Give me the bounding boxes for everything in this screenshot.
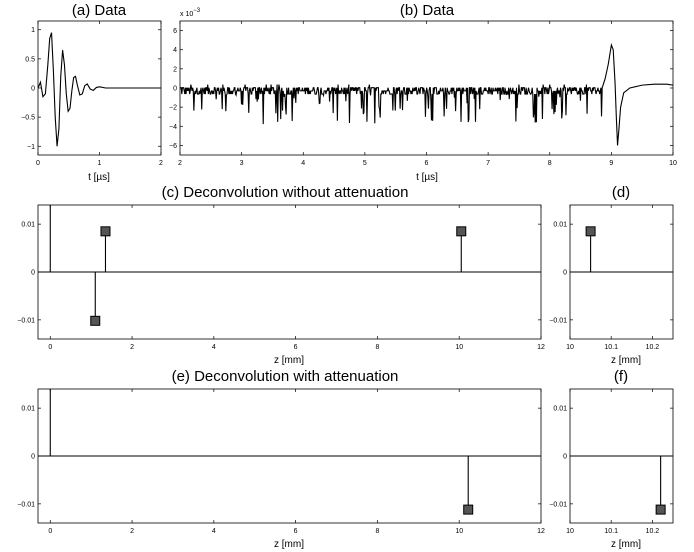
ytick-label-a: 0.5 [25, 56, 35, 63]
ytick-label-b: 6 [173, 28, 177, 35]
xlabel-c: z [mm] [274, 355, 304, 366]
panel-d: (d) 10 10.1 10.2 −0.01 0 0.01 z [mm] [549, 184, 674, 366]
ytick-label-a: 1 [31, 27, 35, 34]
xtick-label-b: 5 [363, 160, 367, 167]
ytick-label-f: 0 [563, 454, 567, 461]
ytick-label-f: 0.01 [553, 406, 567, 413]
ytick-label-a: −0.5 [21, 115, 35, 122]
ticks-a: 0 1 2 −1 −0.5 0 0.5 1 [21, 21, 163, 167]
xtick-label-e: 8 [375, 528, 379, 535]
xtick-label-b: 4 [301, 160, 305, 167]
stem-marker-c-1 [90, 315, 101, 326]
xtick-label-f: 10.1 [604, 528, 618, 535]
xtick-label-e: 6 [294, 528, 298, 535]
data-a [38, 32, 161, 147]
ytick-label-c: 0.01 [21, 222, 35, 229]
ytick-label-b: −6 [169, 143, 177, 150]
ytick-label-b: −4 [169, 124, 177, 131]
xlabel-e: z [mm] [274, 539, 304, 550]
data-f [570, 455, 673, 515]
xtick-label-b: 10 [669, 160, 677, 167]
data-e [38, 389, 541, 515]
panel-f: (f) 10 10.1 10.2 −0.01 0 0.01 z [mm] [549, 368, 674, 550]
xlabel-b: t [µs] [416, 172, 438, 183]
xtick-label-c: 6 [294, 344, 298, 351]
panel-c: (c) Deconvolution without attenuation 0 2… [17, 184, 545, 366]
data-d [570, 226, 673, 273]
title-a: (a) Data [72, 2, 127, 19]
ytick-label-b: 4 [173, 47, 177, 54]
xtick-label-e: 0 [48, 528, 52, 535]
xtick-label-f: 10.2 [646, 528, 660, 535]
xtick-label-b: 3 [240, 160, 244, 167]
ytick-label-e: −0.01 [17, 501, 35, 508]
stem-marker-d-0 [585, 226, 596, 237]
xtick-label-d: 10.1 [604, 344, 618, 351]
ytick-label-d: −0.01 [549, 317, 567, 324]
series-line-b [180, 42, 673, 146]
scale-base-b: x 10 [180, 11, 193, 18]
title-b: (b) Data [400, 2, 455, 19]
xtick-label-b: 7 [486, 160, 490, 167]
xtick-label-c: 4 [212, 344, 216, 351]
xtick-label-f: 10 [566, 528, 574, 535]
ytick-label-b: 0 [173, 86, 177, 93]
ytick-label-d: 0.01 [553, 222, 567, 229]
xtick-label-c: 0 [48, 344, 52, 351]
xtick-label-e: 2 [130, 528, 134, 535]
title-e: (e) Deconvolution with attenuation [172, 368, 399, 385]
title-d: (d) [612, 184, 630, 201]
xtick-label-e: 4 [212, 528, 216, 535]
xtick-label-c: 8 [375, 344, 379, 351]
xtick-label-b: 2 [178, 160, 182, 167]
xtick-label-b: 8 [548, 160, 552, 167]
ytick-label-c: 0 [31, 270, 35, 277]
ytick-label-a: 0 [31, 86, 35, 93]
xtick-label-a: 2 [159, 160, 163, 167]
xtick-label-a: 0 [36, 160, 40, 167]
panel-b: (b) Data x 10−3 2 3 4 5 6 7 8 9 10 −6 −4 −2 0 2 4 6 t [… [169, 2, 677, 183]
ytick-label-f: −0.01 [549, 501, 567, 508]
xlabel-d: z [mm] [611, 355, 641, 366]
scale-exponent-b: −3 [193, 8, 201, 14]
xtick-label-c: 2 [130, 344, 134, 351]
xtick-label-c: 12 [537, 344, 545, 351]
ticks-f: 10 10.1 10.2 −0.01 0 0.01 [549, 389, 673, 535]
xlabel-f: z [mm] [611, 539, 641, 550]
data-b [180, 42, 673, 146]
ytick-label-e: 0 [31, 454, 35, 461]
ytick-label-a: −1 [27, 144, 35, 151]
panel-e: (e) Deconvolution with attenuation 0 2 4 6 8… [17, 368, 545, 550]
series-line-a [38, 32, 161, 147]
panel-a: (a) Data 0 1 2 −1 −0.5 0 0.5 1 t [µs] [21, 2, 163, 183]
stem-marker-f-0 [655, 504, 666, 515]
ticks-c: 0 2 4 6 8 10 12 −0.01 0 0.01 [17, 205, 545, 351]
xtick-label-e: 12 [537, 528, 545, 535]
title-c: (c) Deconvolution without attenuation [162, 184, 409, 201]
title-f: (f) [614, 368, 628, 385]
stem-marker-c-2 [100, 226, 111, 237]
ytick-label-d: 0 [563, 270, 567, 277]
ticks-b: 2 3 4 5 6 7 8 9 10 −6 −4 −2 0 2 4 6 [169, 21, 677, 167]
ytick-label-b: 2 [173, 66, 177, 73]
ytick-label-c: −0.01 [17, 317, 35, 324]
ytick-label-b: −2 [169, 105, 177, 112]
xtick-label-d: 10 [566, 344, 574, 351]
xtick-label-b: 9 [609, 160, 613, 167]
xtick-label-e: 10 [455, 528, 463, 535]
ticks-d: 10 10.1 10.2 −0.01 0 0.01 [549, 205, 673, 351]
xtick-label-c: 10 [455, 344, 463, 351]
scale-label-b: x 10−3 [180, 8, 201, 18]
stem-marker-c-3 [456, 226, 467, 237]
xtick-label-a: 1 [98, 160, 102, 167]
xlabel-a: t [µs] [88, 172, 110, 183]
xtick-label-d: 10.2 [646, 344, 660, 351]
stem-marker-e-1 [463, 504, 474, 515]
xtick-label-b: 6 [425, 160, 429, 167]
data-c [38, 205, 541, 326]
ytick-label-e: 0.01 [21, 406, 35, 413]
